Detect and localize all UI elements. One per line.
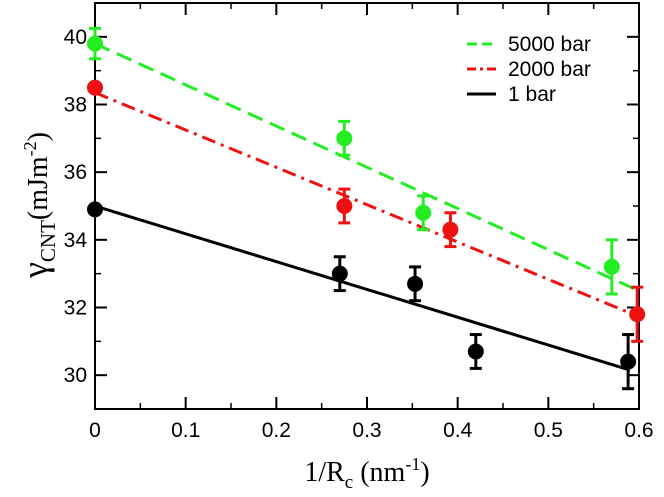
fit-line (94, 204, 631, 372)
x-tick-label: 0.2 (262, 419, 291, 442)
y-axis-label: γCNT(mJm-2) (15, 132, 60, 279)
y-tick-label: 32 (64, 297, 87, 320)
x-tick-label: 0.3 (352, 419, 381, 442)
legend-label: 1 bar (508, 83, 556, 106)
legend-label: 5000 bar (508, 33, 591, 56)
x-tick-label: 0.5 (534, 419, 563, 442)
data-points (87, 26, 646, 391)
y-tick-label: 34 (64, 229, 88, 252)
data-point (336, 198, 353, 214)
data-point (415, 204, 432, 221)
data-point (467, 343, 484, 360)
y-tick-label: 36 (64, 161, 87, 184)
fit-line (94, 42, 636, 291)
x-tick-label: 0.4 (443, 419, 473, 442)
axis-ticks: 0 0.1 0.2 0.3 0.4 0.5 0.6 30 32 34 36 38 40 (64, 2, 654, 442)
data-point (620, 353, 637, 370)
x-tick-label: 0.1 (171, 419, 200, 442)
data-point (87, 79, 103, 96)
data-point (87, 35, 103, 52)
fit-lines (94, 42, 638, 372)
data-point (87, 201, 103, 218)
x-tick-label: 0 (89, 419, 101, 442)
data-point (331, 265, 348, 282)
data-point (442, 221, 459, 238)
fit-line (94, 91, 638, 318)
data-point (629, 306, 646, 323)
legend-label: 2000 bar (508, 58, 591, 81)
x-tick-label: 0.6 (624, 419, 653, 442)
data-point (603, 258, 620, 275)
y-tick-label: 40 (64, 26, 87, 49)
data-point (336, 130, 353, 147)
y-tick-label: 30 (64, 364, 87, 387)
data-point (407, 275, 424, 292)
x-axis-label: 1/Rc (nm-1) (304, 454, 429, 493)
y-tick-label: 38 (64, 94, 87, 117)
